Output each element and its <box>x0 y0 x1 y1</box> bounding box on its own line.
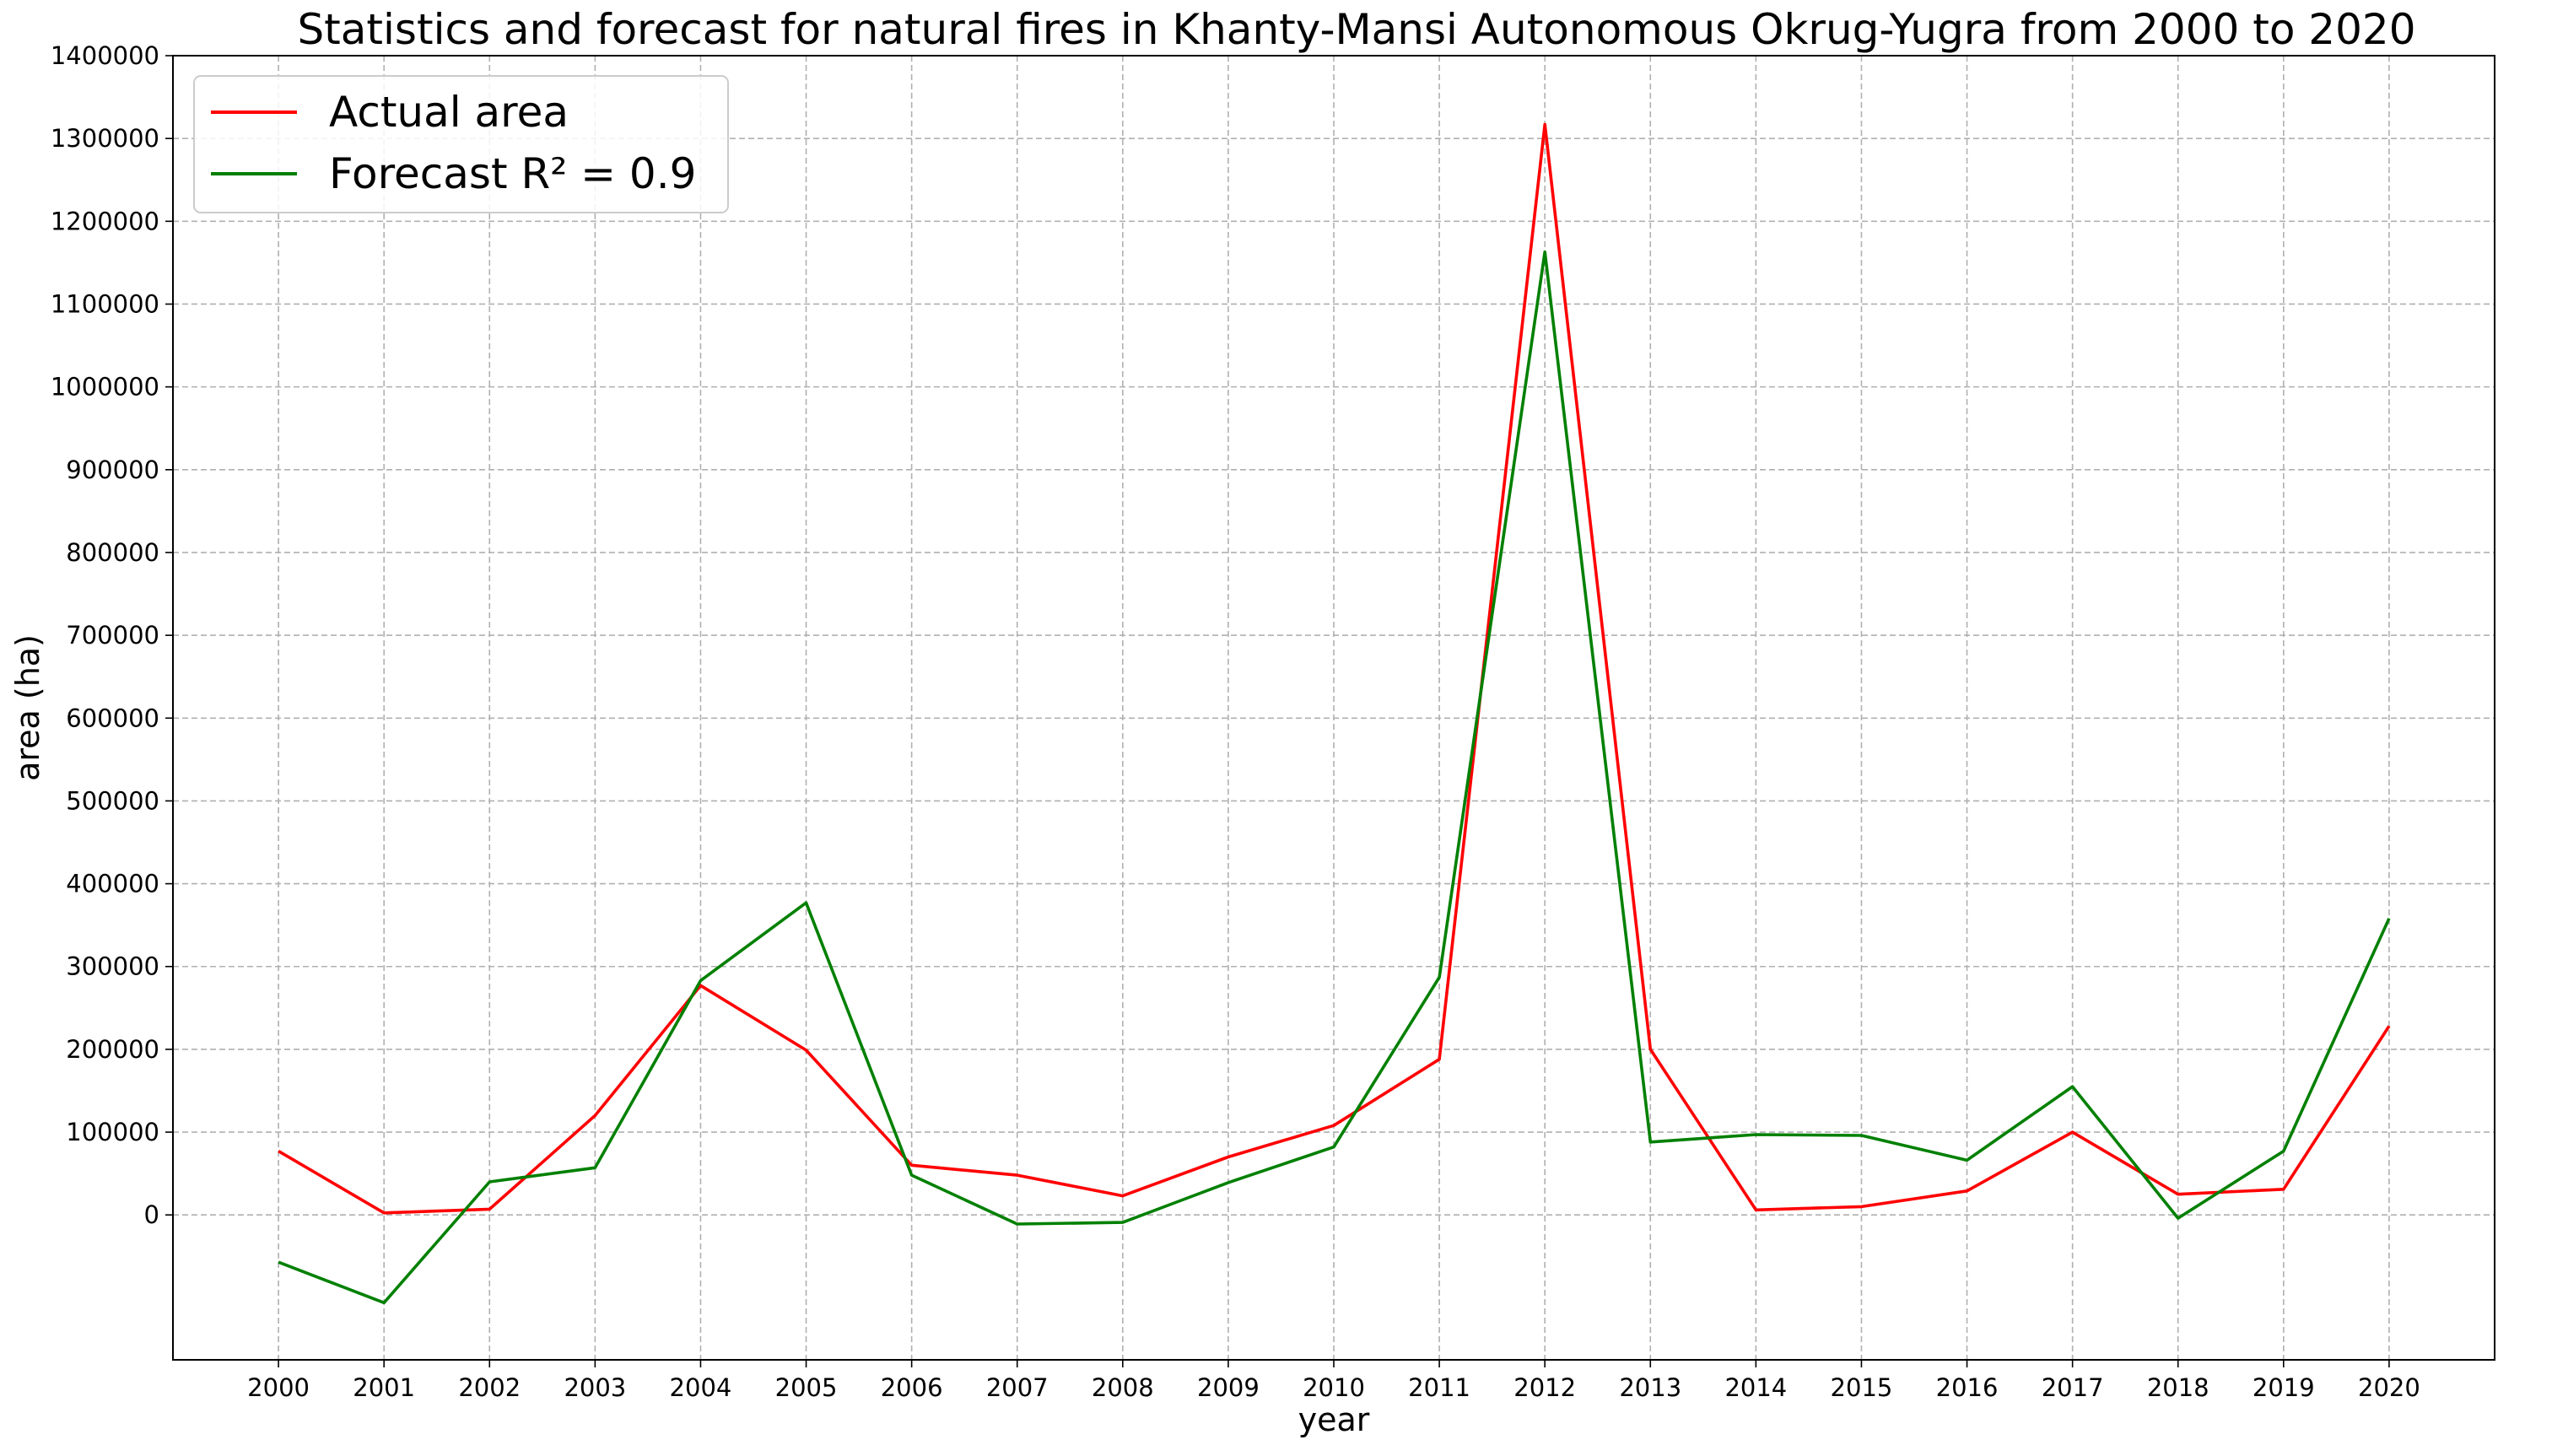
x-tick-label: 2017 <box>2042 1373 2104 1402</box>
y-tick-label: 700000 <box>66 621 159 650</box>
legend-label-actual-area: Actual area <box>329 88 569 137</box>
x-tick-label: 2009 <box>1197 1373 1260 1402</box>
chart-title: Statistics and forecast for natural fire… <box>297 5 2415 54</box>
x-tick-label: 2015 <box>1831 1373 1893 1402</box>
y-tick-label: 1300000 <box>51 124 159 153</box>
x-axis-title: year <box>1298 1401 1370 1438</box>
x-tick-label: 2013 <box>1619 1373 1681 1402</box>
y-tick-label: 1200000 <box>51 207 159 235</box>
x-tick-label: 2014 <box>1724 1373 1787 1402</box>
x-tick-label: 2018 <box>2147 1373 2209 1402</box>
series-lines <box>278 122 2391 1305</box>
x-tick-label: 2005 <box>775 1373 838 1402</box>
y-tick-label: 500000 <box>66 786 159 815</box>
y-tick-label: 800000 <box>66 538 159 567</box>
y-axis: 0 100000 200000 300000 400000 500000 600000 700… <box>51 41 173 1229</box>
series-line-actual-area <box>278 122 2391 1215</box>
x-tick-label: 2010 <box>1303 1373 1365 1402</box>
y-tick-label: 200000 <box>66 1035 159 1064</box>
y-tick-label: 100000 <box>66 1118 159 1146</box>
x-tick-label: 2000 <box>247 1373 310 1402</box>
y-tick-label: 900000 <box>66 456 159 484</box>
x-tick-label: 2011 <box>1408 1373 1470 1402</box>
x-tick-label: 2007 <box>986 1373 1049 1402</box>
y-tick-label: 0 <box>144 1200 159 1229</box>
series-line-forecast <box>278 250 2391 1305</box>
x-tick-label: 2019 <box>2253 1373 2315 1402</box>
x-tick-label: 2008 <box>1092 1373 1154 1402</box>
legend-label-forecast: Forecast R² = 0.9 <box>329 149 696 198</box>
x-axis: 2000 2001 2002 2003 2004 2005 2006 2007 2008 2009… <box>247 1360 2420 1402</box>
y-tick-label: 600000 <box>66 704 159 732</box>
x-tick-label: 2020 <box>2358 1373 2420 1402</box>
y-tick-label: 1100000 <box>51 289 159 318</box>
x-tick-label: 2012 <box>1513 1373 1576 1402</box>
legend: Actual area Forecast R² = 0.9 <box>193 75 729 213</box>
x-tick-label: 2002 <box>458 1373 521 1402</box>
y-axis-title: area (ha) <box>9 634 46 781</box>
x-tick-label: 2003 <box>564 1373 626 1402</box>
grid <box>173 55 2495 1360</box>
y-tick-label: 1000000 <box>51 373 159 402</box>
x-tick-label: 2001 <box>353 1373 415 1402</box>
x-tick-label: 2004 <box>670 1373 732 1402</box>
legend-box <box>193 75 729 213</box>
y-tick-label: 400000 <box>66 870 159 898</box>
y-tick-label: 300000 <box>66 952 159 981</box>
x-tick-label: 2016 <box>1936 1373 1999 1402</box>
y-tick-label: 1400000 <box>51 41 159 70</box>
x-tick-label: 2006 <box>881 1373 943 1402</box>
